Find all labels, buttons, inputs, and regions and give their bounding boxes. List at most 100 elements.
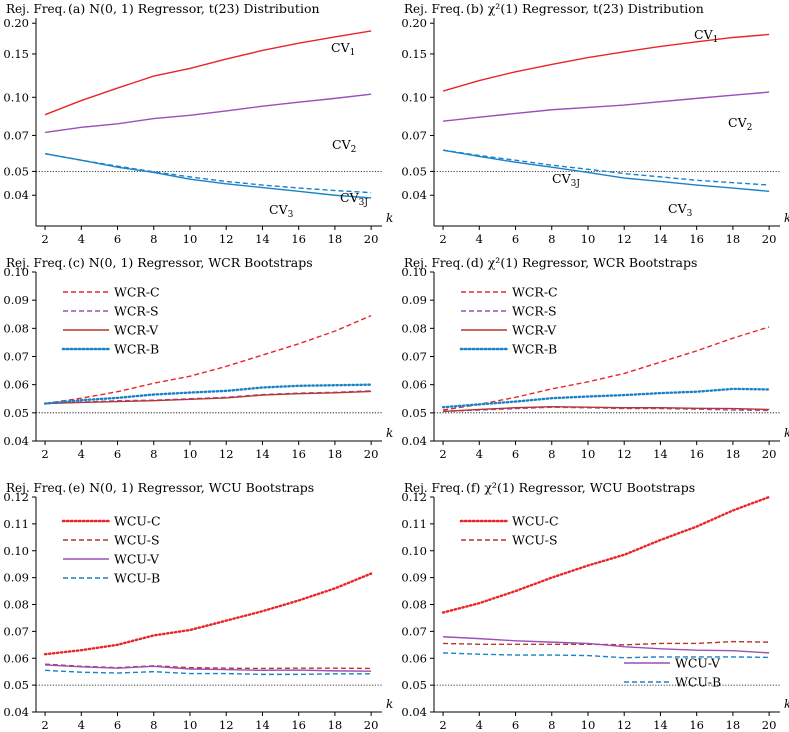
y-tick-label: 0.05 [401,406,427,420]
x-axis-label: k [386,211,393,225]
legend-label-wcu-v: WCU-V [675,656,721,671]
x-tick-label: 2 [41,718,48,732]
y-tick-label: 0.09 [401,293,427,307]
y-tick-label: 0.06 [3,378,29,392]
x-tick-label: 14 [653,447,668,461]
y-axis-label: Rej. Freq. [404,2,464,16]
x-tick-label: 10 [183,232,198,246]
series-label-main: CV [340,190,360,205]
x-tick-label: 16 [291,718,306,732]
y-tick-label: 0.15 [401,47,427,61]
x-axis-label: k [784,211,789,225]
series-label-cv-2: CV2 [728,115,752,133]
x-tick-label: 4 [78,718,85,732]
series-line-wcr-v [45,390,372,405]
series-label-main: CV [728,115,748,130]
x-tick-label: 18 [328,447,343,461]
y-tick-label: 0.12 [401,490,427,504]
x-tick-label: 20 [762,232,777,246]
x-axis-label: k [386,697,393,711]
series-label-sub: 3 [687,209,693,219]
panel-title: (b) χ²(1) Regressor, t(23) Distribution [466,1,704,16]
y-tick-label: 0.09 [401,571,427,585]
x-axis-label: k [784,697,789,711]
x-tick-label: 20 [364,232,379,246]
series-line-wcr-c [442,326,770,411]
series-line-cv-2 [442,91,770,122]
x-tick-label: 18 [328,718,343,732]
series-label-sub: 2 [747,123,753,133]
series-line-wcr-c [44,315,372,405]
series-label-sub: 3 [288,210,294,220]
x-tick-label: 12 [219,447,234,461]
series-line-wcr-s [443,406,770,413]
y-tick-label: 0.05 [401,164,427,178]
y-tick-label: 0.04 [3,188,29,202]
legend-label-wcu-c: WCU-C [512,514,559,529]
y-tick-label: 0.07 [3,624,29,638]
series-line-wcr-b [441,387,771,409]
y-tick-label: 0.05 [3,406,29,420]
series-line-wcu-s [443,640,770,646]
y-tick-label: 0.20 [401,16,427,30]
x-tick-label: 14 [255,718,270,732]
panel-3: 0.04 0.05 0.06 0.07 0.08 0.09 0.10 2 4 6 8 10 12 14 16… [3,255,393,461]
y-axis-label: Rej. Freq. [6,256,66,270]
series-line-wcu-c [441,495,771,614]
x-tick-label: 2 [439,718,446,732]
x-tick-label: 14 [255,447,270,461]
x-tick-label: 10 [581,718,596,732]
series-label-cv-3: CV3 [269,202,294,220]
legend-label-wcu-b: WCU-B [675,675,721,690]
series-label-main: CV [331,40,351,55]
legend-label-wcu-b: WCU-B [114,571,160,586]
panel-title: (f) χ²(1) Regressor, WCU Bootstraps [466,480,695,495]
x-axis-label: k [784,426,789,440]
series-line-cv-3j [442,149,770,186]
y-tick-label: 0.07 [401,350,427,364]
series-line-wcu-v [443,636,770,654]
x-tick-label: 2 [439,447,446,461]
series-label-cv-3j: CV3J [340,190,368,208]
x-tick-label: 8 [150,232,157,246]
series-label-main: CV [269,202,289,217]
panel-1: 0.040.050.070.100.150.202 4 6 8 10 12 14 16 18 20… [3,1,393,246]
x-tick-label: 18 [726,718,741,732]
x-tick-label: 16 [689,232,704,246]
y-tick-label: 0.08 [401,598,427,612]
y-tick-label: 0.10 [3,90,29,104]
x-tick-label: 14 [255,232,270,246]
series-line-wcr-b [43,383,373,405]
y-tick-label: 0.08 [401,321,427,335]
series-label-sub: 2 [351,145,357,155]
y-tick-label: 0.09 [3,293,29,307]
x-tick-label: 2 [41,447,48,461]
x-tick-label: 4 [476,232,483,246]
y-tick-label: 0.06 [3,651,29,665]
x-tick-label: 4 [78,447,85,461]
y-tick-label: 0.04 [3,705,29,719]
legend-label-wcr-c: WCR-C [114,285,160,300]
y-tick-label: 0.07 [3,128,29,142]
x-tick-label: 6 [512,447,519,461]
x-tick-label: 20 [762,718,777,732]
series-label-main: CV [552,171,572,186]
x-tick-label: 10 [183,718,198,732]
y-tick-label: 0.20 [3,16,29,30]
x-tick-label: 4 [476,447,483,461]
y-tick-label: 0.04 [401,705,427,719]
panel-title: (a) N(0, 1) Regressor, t(23) Distributio… [68,1,320,16]
x-tick-label: 20 [364,718,379,732]
legend-label-wcu-c: WCU-C [114,514,161,529]
x-tick-label: 12 [617,447,632,461]
series-label-cv-3: CV3 [668,201,693,219]
y-tick-label: 0.12 [3,490,29,504]
y-axis-label: Rej. Freq. [404,481,464,495]
y-tick-label: 0.07 [3,350,29,364]
y-tick-label: 0.07 [401,624,427,638]
series-line-cv-3 [442,149,770,193]
series-line-cv-3j [44,153,372,194]
y-axis-label: Rej. Freq. [6,481,66,495]
series-line-wcu-s [45,663,372,670]
y-tick-label: 0.06 [401,651,427,665]
